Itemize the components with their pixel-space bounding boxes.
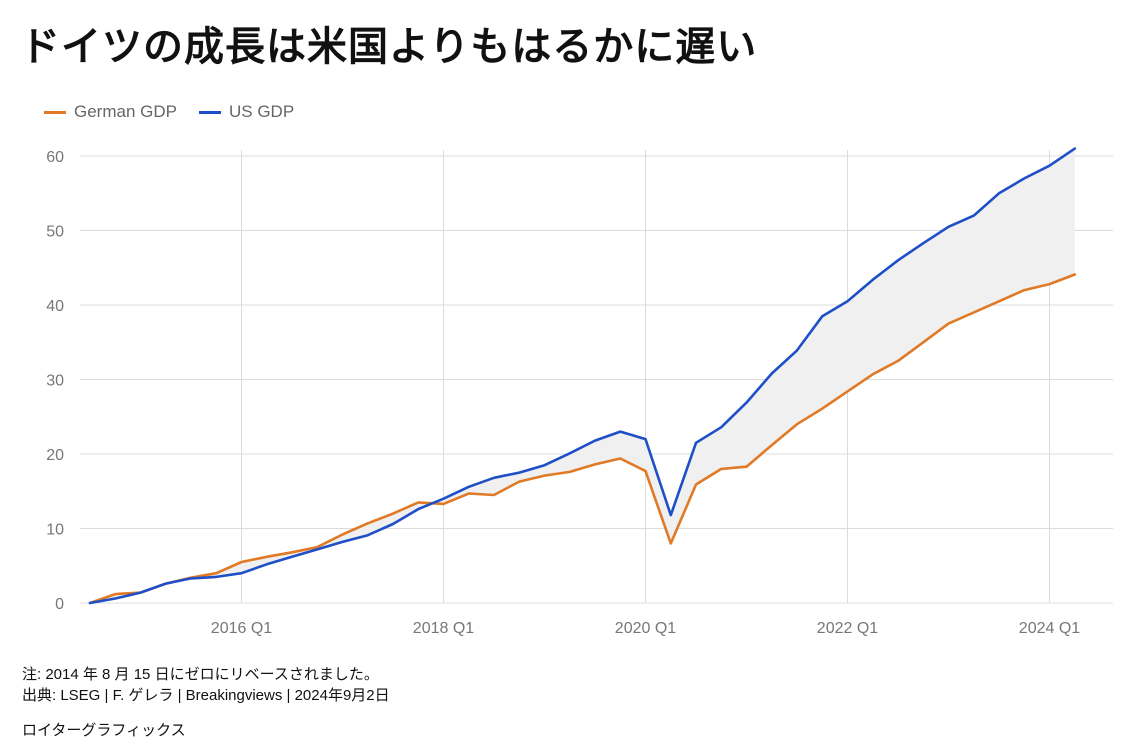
x-tick-label: 2022 Q1	[817, 620, 878, 637]
legend: German GDP US GDP	[44, 102, 294, 122]
y-tick-label: 60	[46, 149, 64, 166]
credit-line: ロイターグラフィックス	[22, 722, 186, 739]
legend-label-us: US GDP	[228, 102, 295, 121]
series-lines	[88, 147, 1077, 605]
legend-item-us: US GDP	[198, 102, 295, 122]
y-tick-label: 40	[46, 298, 64, 315]
line-chart: 0 10 20 30 40 50 60 2016 Q1 2018 Q1 2020 Q1 2022 Q…	[46, 147, 1113, 637]
legend-swatch-us	[198, 110, 221, 114]
y-tick-label: 10	[46, 522, 64, 539]
german-gdp-line	[88, 273, 1077, 605]
legend-swatch-german	[44, 110, 66, 114]
gap-fill	[90, 148, 1075, 603]
us-gdp-line	[88, 147, 1077, 605]
chart-title: ドイツの成長は米国よりもはるかに遅い	[20, 24, 758, 70]
footnote: 注: 2014 年 8 月 15 日にゼロにリベースされました。	[22, 666, 379, 683]
source-line: 出典: LSEG | F. ゲレラ | Breakingviews | 2024…	[22, 687, 390, 704]
footer: 注: 2014 年 8 月 15 日にゼロにリベースされました。 出典: LSE…	[22, 664, 390, 741]
x-tick-label: 2020 Q1	[615, 620, 676, 637]
x-tick-label: 2016 Q1	[211, 620, 272, 637]
axis-labels: 0 10 20 30 40 50 60 2016 Q1 2018 Q1 2020 Q1 2022 Q…	[46, 149, 1080, 637]
gap-area	[90, 148, 1075, 603]
legend-label-german: German GDP	[74, 102, 177, 121]
y-tick-label: 50	[46, 224, 64, 241]
x-tick-label: 2018 Q1	[413, 620, 474, 637]
x-tick-label: 2024 Q1	[1019, 620, 1080, 637]
legend-item-german: German GDP	[44, 102, 177, 122]
grid	[80, 150, 1113, 604]
y-tick-label: 30	[46, 373, 64, 390]
y-tick-label: 20	[46, 447, 64, 464]
y-tick-label: 0	[55, 596, 64, 613]
